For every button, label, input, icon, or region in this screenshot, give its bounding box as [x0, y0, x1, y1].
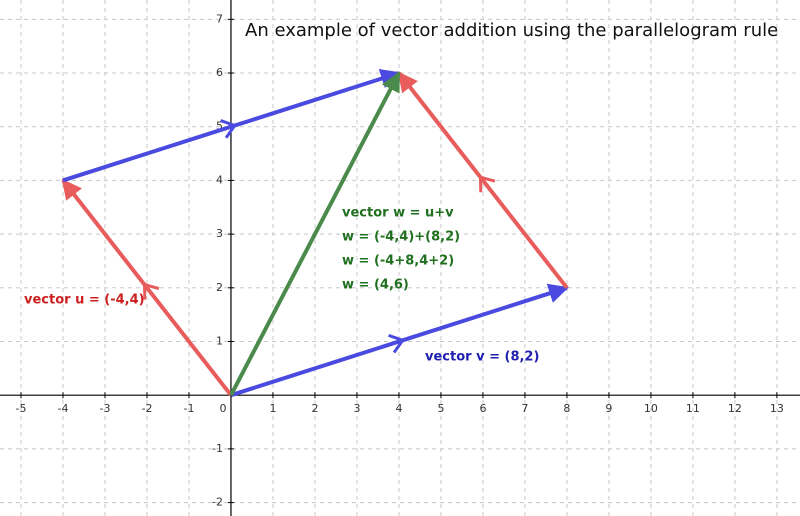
vector	[397, 71, 569, 290]
annotation: w = (-4,4)+(8,2)	[342, 230, 460, 245]
direction-chevron	[142, 282, 160, 300]
x-tick-label: 7	[521, 402, 528, 415]
annotation: vector w = u+v	[342, 206, 454, 221]
x-tick-label: -4	[58, 402, 69, 415]
vector	[61, 178, 233, 397]
direction-chevron	[478, 175, 496, 193]
vector	[230, 283, 569, 398]
x-tick-label: 8	[563, 402, 570, 415]
x-tick-label: 11	[686, 402, 700, 415]
vector	[62, 68, 401, 183]
y-tick-label: 5	[216, 120, 223, 133]
direction-chevron	[388, 333, 406, 354]
x-tick-label: 4	[395, 402, 402, 415]
annotation: w = (-4+8,4+2)	[342, 254, 454, 269]
x-tick-label: 9	[605, 402, 612, 415]
x-tick-label: 6	[479, 402, 486, 415]
x-tick-label: 13	[770, 402, 784, 415]
vector	[229, 71, 401, 397]
chart-title: An example of vector addition using the …	[245, 20, 778, 41]
x-tick-label: -1	[183, 402, 194, 415]
annotation: vector u = (-4,4)	[24, 293, 145, 308]
vectors	[61, 68, 569, 398]
direction-chevron	[220, 119, 238, 139]
y-tick-label: 7	[216, 12, 223, 25]
y-tick-label: 6	[216, 66, 223, 79]
y-tick-label: -2	[212, 496, 223, 509]
annotation: w = (4,6)	[342, 278, 409, 293]
y-tick-label: 2	[216, 281, 223, 294]
x-tick-label: 5	[437, 402, 444, 415]
x-tick-label: 1	[269, 402, 276, 415]
x-tick-label: 12	[728, 402, 742, 415]
x-tick-label: -3	[100, 402, 111, 415]
x-tick-label: -2	[141, 402, 152, 415]
x-tick-label: -5	[16, 402, 27, 415]
x-tick-label: 0	[219, 402, 226, 415]
y-tick-label: -1	[212, 442, 223, 455]
x-tick-label: 10	[644, 402, 658, 415]
x-tick-label: 3	[353, 402, 360, 415]
x-tick-label: 2	[311, 402, 318, 415]
y-tick-label: 1	[216, 334, 223, 347]
annotation: vector v = (8,2)	[425, 350, 539, 365]
y-tick-label: 3	[216, 227, 223, 240]
y-tick-label: 4	[216, 173, 223, 186]
